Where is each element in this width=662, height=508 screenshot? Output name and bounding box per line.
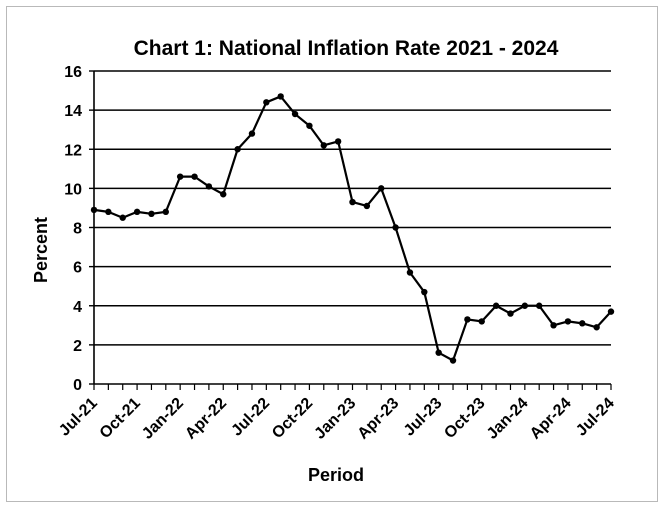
y-tick-label: 16 — [64, 64, 82, 81]
y-tick-label: 6 — [73, 260, 82, 277]
data-point — [607, 308, 615, 315]
x-tick-label: Jul-21 — [56, 395, 101, 440]
x-tick-label: Oct-21 — [97, 395, 144, 442]
x-tick-label: Jan-23 — [311, 395, 359, 443]
data-point — [320, 142, 327, 149]
data-point — [105, 208, 112, 216]
gridlines — [89, 70, 611, 385]
x-tick-label: Apr-22 — [182, 395, 230, 443]
data-points — [90, 93, 615, 364]
data-point — [277, 93, 284, 100]
y-tick-label: 14 — [64, 103, 82, 120]
data-point — [234, 146, 241, 153]
x-tick-labels: Jul-21Oct-21Jan-22Apr-22Jul-22Oct-22Jan-… — [56, 395, 618, 443]
data-point — [478, 318, 485, 325]
data-point — [205, 183, 213, 190]
data-point — [535, 302, 543, 309]
data-point — [248, 130, 256, 137]
data-point — [593, 324, 600, 331]
data-point — [119, 214, 126, 221]
data-point — [220, 191, 227, 198]
data-point — [176, 173, 184, 180]
data-point — [291, 110, 299, 118]
x-axis-label: Period — [308, 465, 364, 485]
data-point — [148, 210, 155, 218]
data-point — [378, 185, 385, 192]
y-tick-label: 12 — [64, 142, 82, 159]
x-tick-label: Jan-22 — [139, 395, 187, 443]
y-tick-label: 4 — [73, 299, 82, 316]
data-point — [449, 357, 457, 364]
data-point — [406, 269, 414, 276]
x-tick-label: Jul-24 — [573, 395, 618, 440]
x-tick-label: Jul-23 — [401, 395, 446, 440]
data-point — [421, 288, 428, 296]
axes — [93, 71, 612, 390]
data-point — [191, 173, 198, 180]
data-point — [435, 349, 442, 356]
data-point — [162, 208, 170, 216]
data-point — [90, 206, 98, 214]
data-point — [492, 302, 500, 309]
data-point — [363, 202, 371, 210]
y-axis-label: Percent — [31, 217, 51, 283]
data-point — [334, 138, 342, 145]
data-point — [550, 322, 557, 329]
data-point — [564, 318, 572, 325]
data-point — [392, 224, 399, 231]
data-point — [263, 99, 270, 106]
y-tick-label: 8 — [73, 221, 82, 238]
x-tick-label: Oct-23 — [441, 395, 488, 442]
chart-frame — [6, 6, 658, 502]
y-tick-label: 2 — [73, 338, 82, 355]
data-point — [349, 198, 356, 206]
x-tick-label: Apr-23 — [355, 395, 403, 443]
y-tick-label: 10 — [64, 181, 82, 198]
data-point — [133, 208, 141, 216]
y-tick-labels: 0 2 4 6 8 10 12 14 16 — [64, 64, 82, 394]
y-tick-label: 0 — [73, 377, 82, 394]
x-tick-label: Oct-22 — [269, 395, 316, 442]
data-point — [464, 316, 471, 323]
data-point — [521, 302, 529, 309]
x-tick-label: Jan-24 — [484, 395, 532, 443]
data-point — [306, 122, 313, 129]
data-point — [507, 310, 514, 317]
x-tick-label: Jul-22 — [228, 395, 273, 440]
chart-title: Chart 1: National Inflation Rate 2021 - … — [134, 37, 559, 60]
data-point — [579, 320, 586, 327]
x-tick-label: Apr-24 — [527, 395, 575, 443]
series-line — [93, 95, 612, 362]
